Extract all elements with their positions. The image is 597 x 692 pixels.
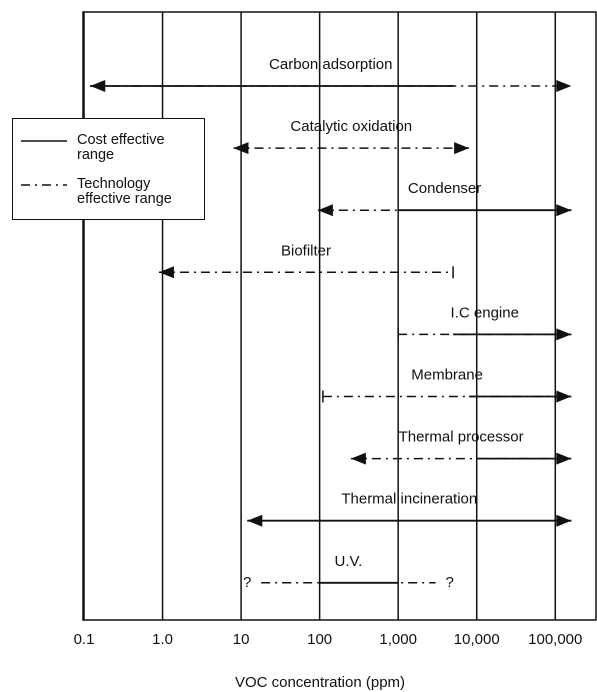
range-label: Membrane [411,366,483,383]
x-tick-label: 1.0 [152,631,173,648]
arrowhead [556,328,572,341]
x-tick-label: 100,000 [528,631,582,648]
range-label: Thermal processor [399,429,524,446]
x-tick-label: 1,000 [379,631,417,648]
arrowhead [317,204,333,217]
plot-frame [82,11,597,621]
x-tick-label: 100 [307,631,332,648]
arrowhead [247,514,263,527]
end-label: ? [445,574,453,591]
arrowhead [556,390,572,403]
arrowhead [158,266,174,279]
range-label: Condenser [408,180,481,197]
x-tick-label: 10,000 [454,631,500,648]
range-label: I.C engine [451,304,519,321]
legend-swatch [21,184,67,186]
legend: Cost effective range Technology effective… [12,118,205,220]
legend-label: Technology effective range [77,176,172,207]
range-label: Biofilter [281,242,331,259]
end-label: ? [243,574,251,591]
x-tick-label: 0.1 [74,631,95,648]
range-label: U.V. [335,553,363,570]
arrowhead [556,80,572,92]
x-axis-label: VOC concentration (ppm) [235,674,405,691]
arrowhead [556,514,572,527]
arrowhead [350,452,366,465]
arrowhead [90,80,106,92]
legend-label: Cost effective range [77,132,165,163]
range-label: Thermal incineration [341,491,477,508]
arrowhead [454,142,470,155]
range-label: Catalytic oxidation [290,118,412,135]
legend-swatch [21,140,67,142]
arrowhead [556,452,572,465]
range-label: Carbon adsorption [269,56,392,73]
x-tick-label: 10 [233,631,250,648]
arrowhead [233,142,249,155]
arrowhead [556,204,572,217]
